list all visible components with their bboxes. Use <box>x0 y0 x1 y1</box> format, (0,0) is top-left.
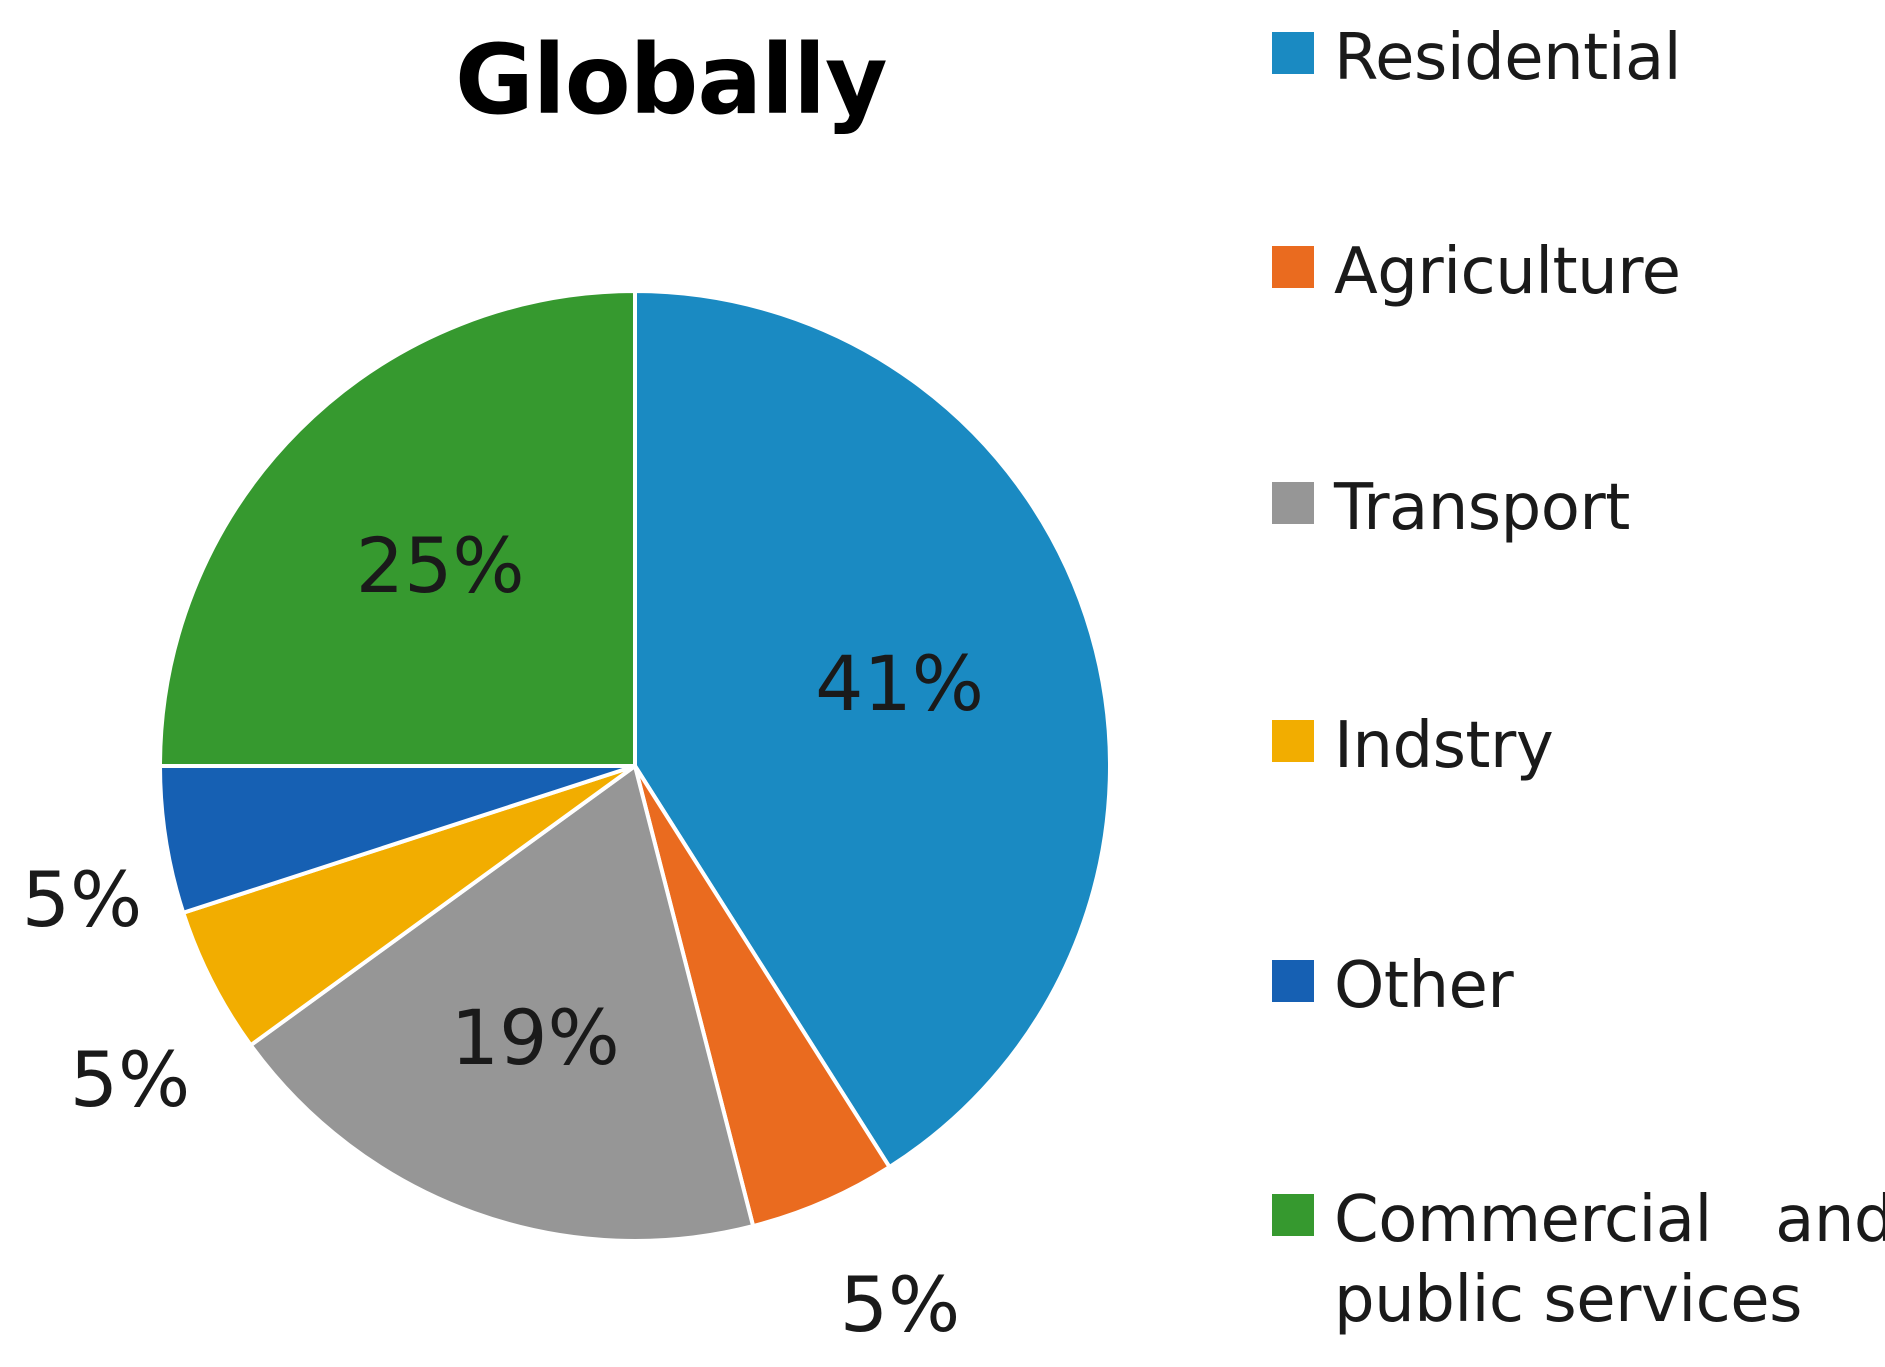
legend-swatch <box>1272 32 1314 74</box>
pie-slice-residential <box>633 288 1112 1170</box>
legend-item-transport: Transport <box>1272 468 1630 548</box>
pie-slice-transport <box>247 762 756 1243</box>
legend-swatch <box>1272 960 1314 1002</box>
data-label-transport: 19% <box>451 993 620 1082</box>
legend-swatch <box>1272 720 1314 762</box>
pie-slice-agriculture <box>633 764 893 1229</box>
legend-label: Residential <box>1334 21 1682 95</box>
legend-label: Transport <box>1334 471 1630 545</box>
legend-swatch <box>1272 246 1314 288</box>
data-label-agriculture: 5% <box>840 1260 961 1349</box>
data-label-indstry: 5% <box>70 1035 191 1124</box>
pie-slices <box>157 288 1112 1243</box>
legend-item-other: Other <box>1272 946 1514 1026</box>
legend-item-commercial-and-public-services: Commercial and public services <box>1272 1180 1885 1340</box>
data-label-residential: 41% <box>815 639 984 728</box>
legend-item-residential: Residential <box>1272 18 1682 98</box>
legend-label: Commercial and public services <box>1334 1183 1885 1337</box>
legend-item-agriculture: Agriculture <box>1272 232 1681 312</box>
pie-slice-other <box>157 764 636 916</box>
legend-item-indstry: Indstry <box>1272 706 1554 786</box>
legend-label: Other <box>1334 949 1514 1023</box>
chart-title: Globally <box>455 24 888 136</box>
data-label-commercial-and-public-services: 25% <box>356 521 525 610</box>
legend-swatch <box>1272 482 1314 524</box>
chart-legend: Residential Agriculture Transport Indstry Ot… <box>1272 0 1885 1367</box>
legend-label: Agriculture <box>1334 235 1681 309</box>
legend-swatch <box>1272 1194 1314 1236</box>
data-label-other: 5% <box>22 855 143 944</box>
pie-slice-commercial-and-public-services <box>157 288 637 768</box>
legend-label: Indstry <box>1334 709 1554 783</box>
pie-slice-indstry <box>180 764 637 1048</box>
pie-data-labels: 41% 5% 19% 5% 5% 25% <box>22 521 984 1349</box>
